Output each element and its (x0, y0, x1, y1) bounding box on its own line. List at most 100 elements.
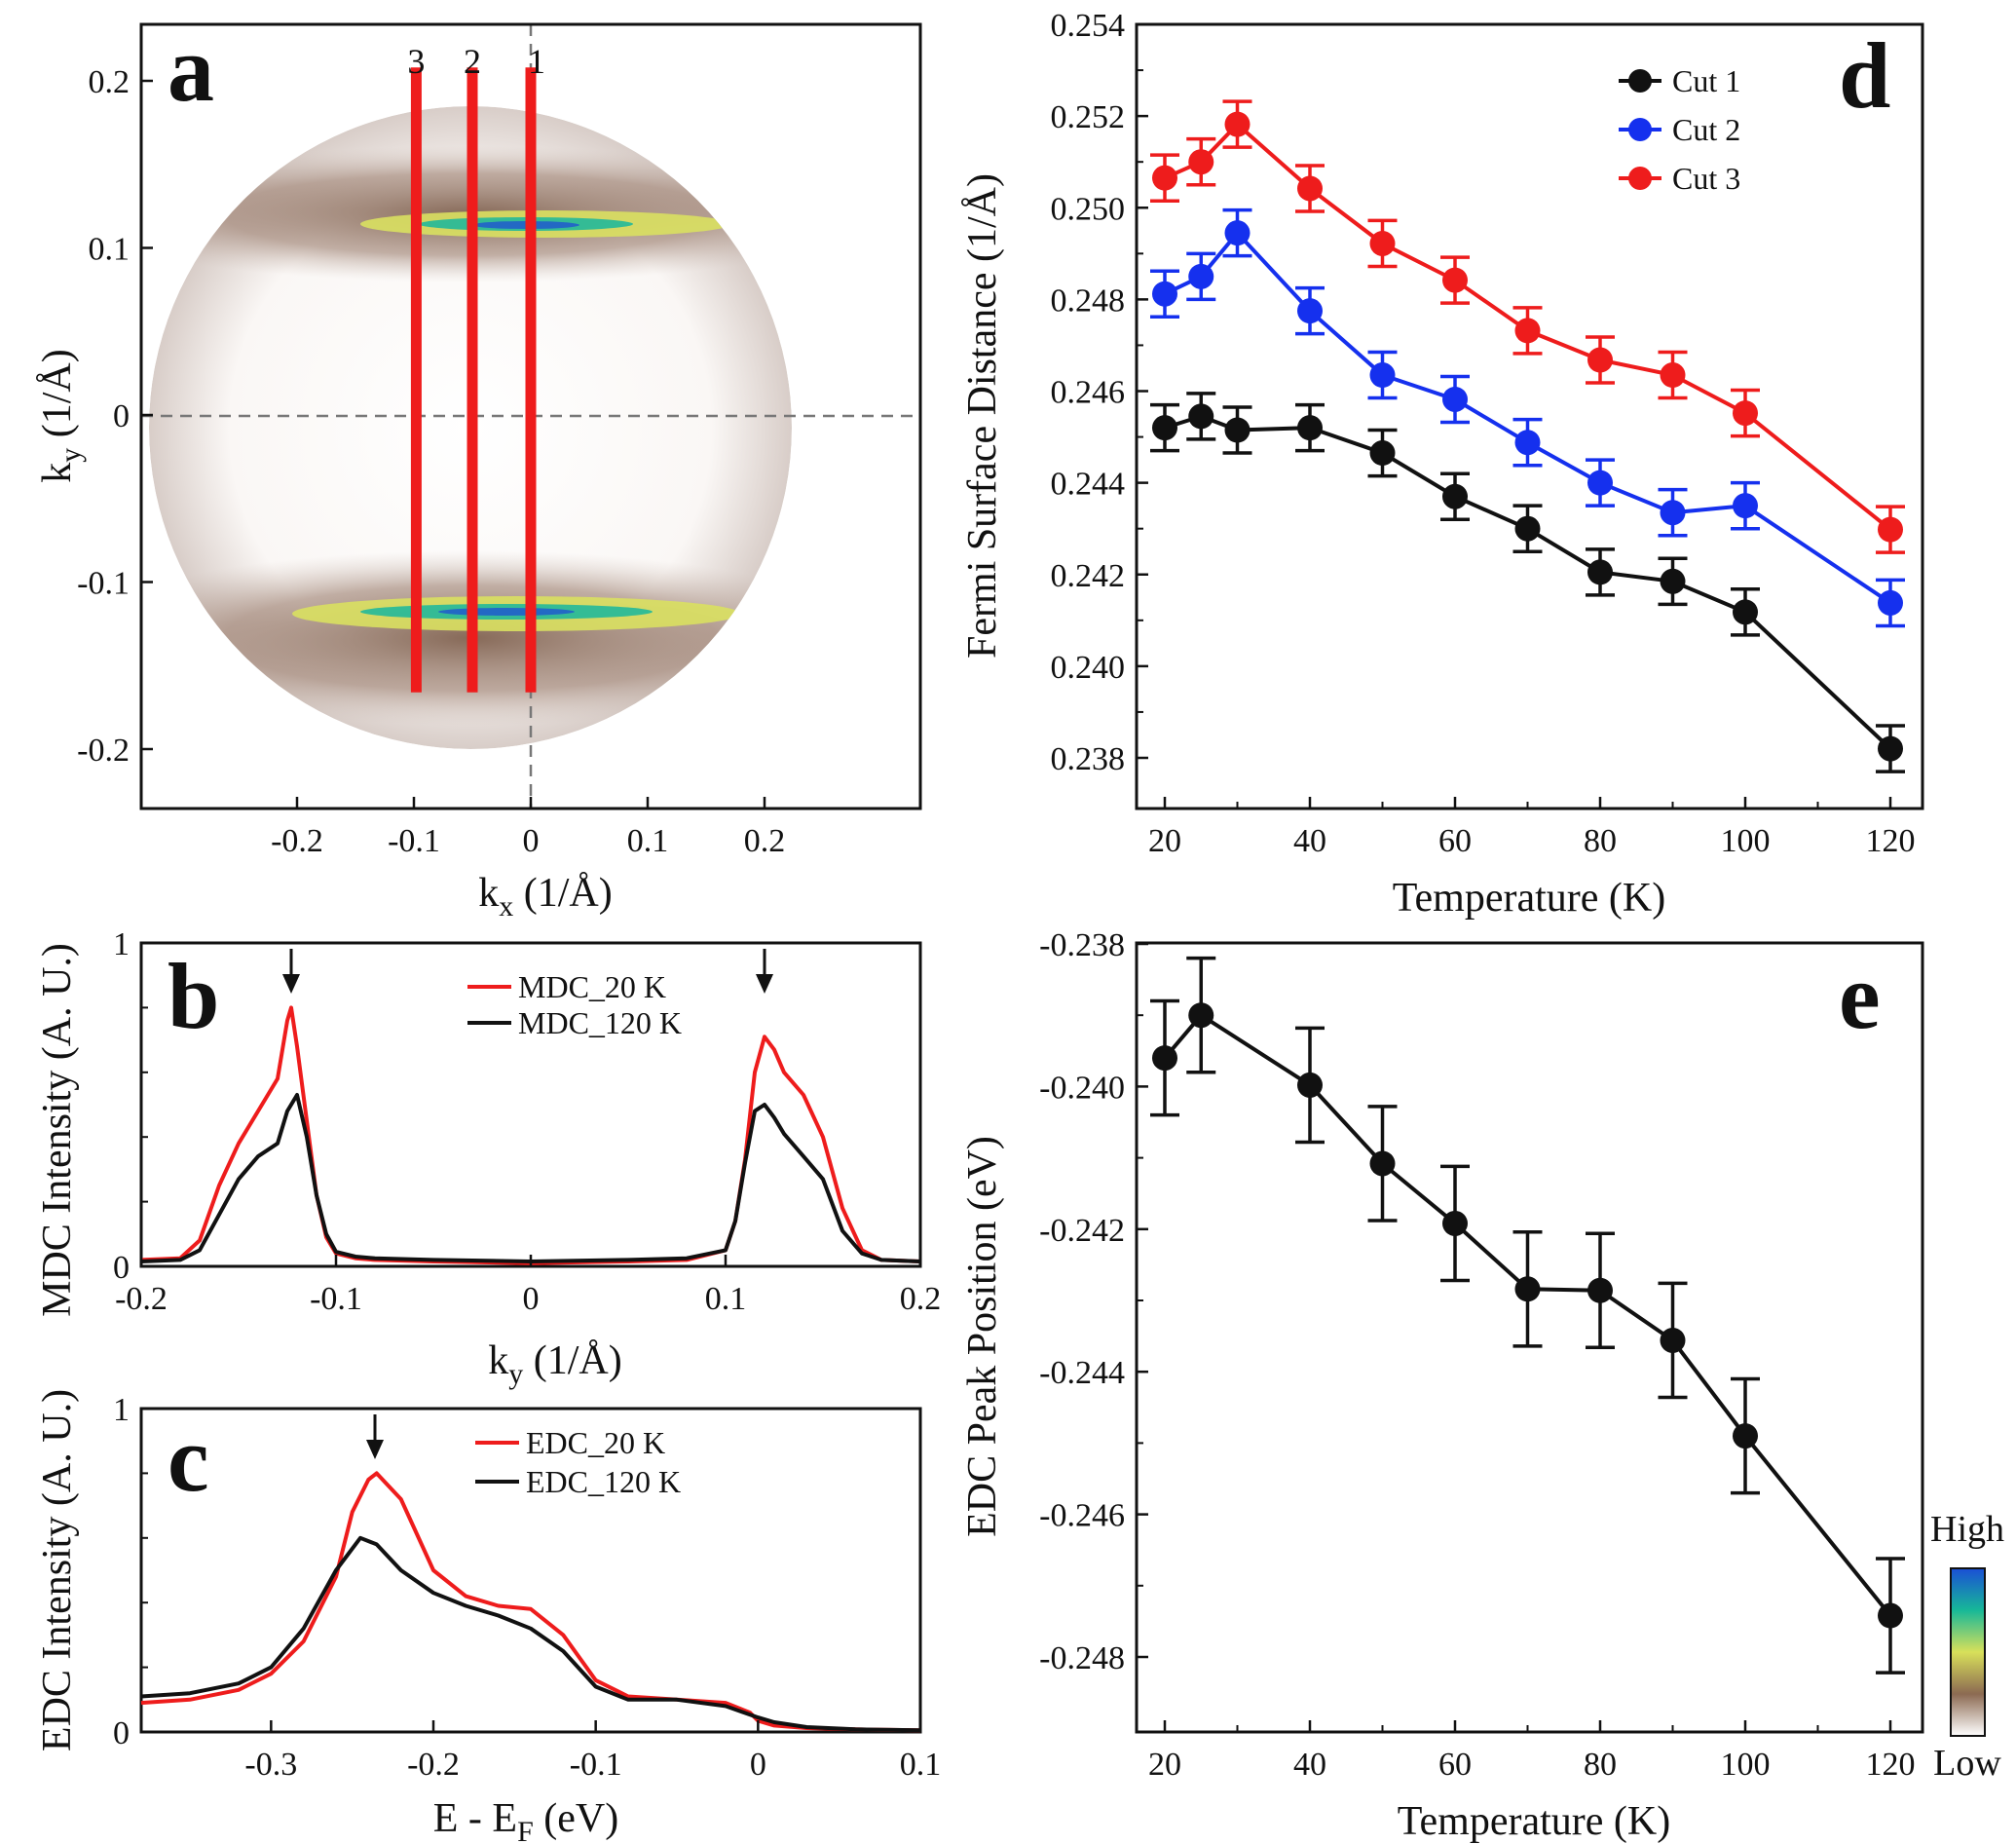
panel-a-xtick-label: 0 (523, 823, 540, 859)
panel-d-point-cut-3 (1297, 175, 1323, 202)
colorbar-gradient (1950, 1567, 1986, 1737)
panel-a-xlabel: kx (1/Å) (478, 871, 612, 922)
panel-d-point-cut-3 (1587, 347, 1613, 373)
panel-label-d: d (1839, 23, 1890, 128)
panel-d-xtick-label: 20 (1148, 823, 1181, 859)
panel-e-point-edc-peak (1442, 1210, 1468, 1236)
panel-d-point-cut-3 (1152, 165, 1177, 191)
panel-c-ticks: -0.3 -0.2 -0.1 0 0.1 0 1 (113, 1392, 941, 1783)
panel-d-ytick-label: 0.242 (1051, 558, 1126, 594)
panel-e-xtick-label: 40 (1293, 1747, 1326, 1783)
panel-c: -0.3 -0.2 -0.1 0 0.1 0 1 c E - EF (eV) EDC Int… (35, 1389, 941, 1844)
legend-label-edc-120k: EDC_120 K (526, 1464, 681, 1499)
panel-d-ytick-label: 0.240 (1051, 650, 1126, 686)
panel-d-ytick-label: 0.250 (1051, 191, 1126, 227)
panel-d-point-cut-2 (1224, 220, 1251, 246)
panel-d-point-cut-1 (1369, 440, 1396, 467)
panel-d-point-cut-2 (1660, 500, 1686, 526)
panel-c-plot (140, 1414, 921, 1733)
panel-a-ytick-label: 0 (113, 398, 130, 434)
panel-a-ticks: -0.2 -0.1 0 0.1 0.2 0.2 0.1 0 -0.1 -0.2 (77, 64, 785, 859)
panel-e-xtick-label: 120 (1866, 1747, 1916, 1783)
panel-d-point-cut-3 (1514, 318, 1541, 344)
panel-d-ylabel: Fermi Surface Distance (1/Å) (960, 173, 1005, 659)
panel-d-point-cut-3 (1442, 267, 1468, 293)
legend-label-cut1: Cut 1 (1672, 63, 1740, 98)
legend-marker-cut1 (1628, 69, 1652, 93)
panel-d-point-cut-1 (1878, 735, 1903, 762)
panel-e-point-edc-peak (1514, 1276, 1541, 1302)
panel-d-point-cut-2 (1587, 470, 1613, 496)
panel-b-ticks: -0.2 -0.1 0 0.1 0.2 0 1 (113, 926, 941, 1317)
panel-e-point-edc-peak (1878, 1602, 1903, 1629)
panel-b-plot (140, 949, 921, 1265)
panel-d-point-cut-1 (1660, 568, 1686, 594)
panel-e-point-edc-peak (1733, 1423, 1758, 1449)
panel-d-xtick-label: 100 (1721, 823, 1771, 859)
legend-label-mdc-120k: MDC_120 K (518, 1005, 682, 1040)
panel-d-point-cut-1 (1297, 415, 1323, 441)
panel-e-point-edc-peak (1369, 1150, 1396, 1177)
legend-label-edc-20k: EDC_20 K (526, 1425, 665, 1460)
series-line-mdc-120-k (140, 1093, 921, 1263)
panel-e-line-edc-peak (1163, 1013, 1892, 1617)
panel-c-legend: EDC_20 K EDC_120 K (475, 1425, 681, 1499)
panel-d-point-cut-3 (1733, 400, 1758, 427)
panel-c-ylabel: EDC Intensity (A. U.) (35, 1389, 80, 1751)
cut-label-3: 3 (407, 42, 425, 81)
panel-e-ylabel: EDC Peak Position (eV) (960, 1136, 1005, 1537)
panel-b-ytick-label: 1 (113, 926, 130, 962)
legend-label-cut3: Cut 3 (1672, 161, 1740, 196)
panel-a-ytick-label: 0.1 (89, 232, 131, 268)
panel-c-xtick-label: 0.1 (900, 1747, 942, 1783)
legend-marker-cut2 (1628, 118, 1652, 141)
panel-d-point-cut-1 (1442, 483, 1468, 509)
panel-d-xlabel: Temperature (K) (1393, 876, 1665, 921)
panel-c-xtick-label: 0 (750, 1747, 766, 1783)
panel-d-point-cut-2 (1878, 589, 1903, 616)
panel-e-point-edc-peak (1297, 1072, 1323, 1098)
panel-a-xtick-label: 0.2 (744, 823, 786, 859)
panel-b-xtick-label: -0.1 (310, 1281, 362, 1317)
panel-b-ytick-label: 0 (113, 1250, 130, 1286)
panel-d-point-cut-1 (1587, 559, 1613, 585)
band-bottom-blue (438, 608, 575, 616)
panel-a-ytick-label: -0.2 (77, 733, 130, 769)
panel-c-xlabel: E - EF (eV) (433, 1796, 618, 1844)
panel-d-point-cut-2 (1733, 493, 1758, 519)
panel-e-point-edc-peak (1587, 1277, 1613, 1303)
panel-d-point-cut-2 (1297, 298, 1323, 324)
panel-a-ytick-label: -0.1 (77, 566, 130, 602)
panel-b-xtick-label: -0.2 (115, 1281, 168, 1317)
panel-d-point-cut-2 (1369, 362, 1396, 389)
colorbar: High Low (1930, 1509, 2004, 1784)
panel-d-point-cut-1 (1733, 599, 1758, 625)
panel-e-xtick-label: 20 (1148, 1747, 1181, 1783)
panel-b-xlabel: ky (1/Å) (488, 1338, 621, 1390)
colorbar-high-label: High (1930, 1509, 2004, 1550)
panel-d-plot (1150, 99, 1905, 773)
legend-label-mdc-20k: MDC_20 K (518, 969, 666, 1004)
panel-a-ytick-label: 0.2 (89, 64, 131, 100)
panel-d-point-cut-1 (1514, 515, 1541, 542)
panel-c-ytick-label: 1 (113, 1392, 130, 1428)
panel-d-point-cut-2 (1442, 386, 1468, 412)
panel-d-point-cut-3 (1188, 149, 1214, 175)
panel-d-xtick-label: 60 (1438, 823, 1472, 859)
panel-a: 1 23 -0.2 -0.1 0 0.1 0.2 0.2 0.1 0 -0.1 -0.2 a kx … (35, 17, 922, 922)
panel-a-xtick-label: 0.1 (627, 823, 669, 859)
panel-e-ytick-label: -0.244 (1039, 1355, 1125, 1391)
panel-d-ticks: 20 40 60 80 100 120 0.238 0.240 0.242 0.244 0.246 0… (1051, 8, 1916, 859)
panel-e-xlabel: Temperature (K) (1398, 1799, 1670, 1844)
panel-c-xtick-label: -0.3 (244, 1747, 297, 1783)
series-line-mdc-20-k (140, 1005, 921, 1265)
panel-label-c: c (168, 1407, 209, 1511)
peak-arrow-head (282, 974, 300, 994)
panel-d-point-cut-2 (1514, 430, 1541, 456)
panel-c-ytick-label: 0 (113, 1715, 130, 1751)
panel-e-point-edc-peak (1188, 1002, 1214, 1029)
panel-e-frame (1135, 941, 1924, 1734)
panel-d-legend: Cut 1 Cut 2 Cut 3 (1619, 63, 1740, 196)
panel-d-point-cut-2 (1188, 263, 1214, 289)
panel-b-ylabel: MDC Intensity (A. U.) (35, 943, 80, 1317)
